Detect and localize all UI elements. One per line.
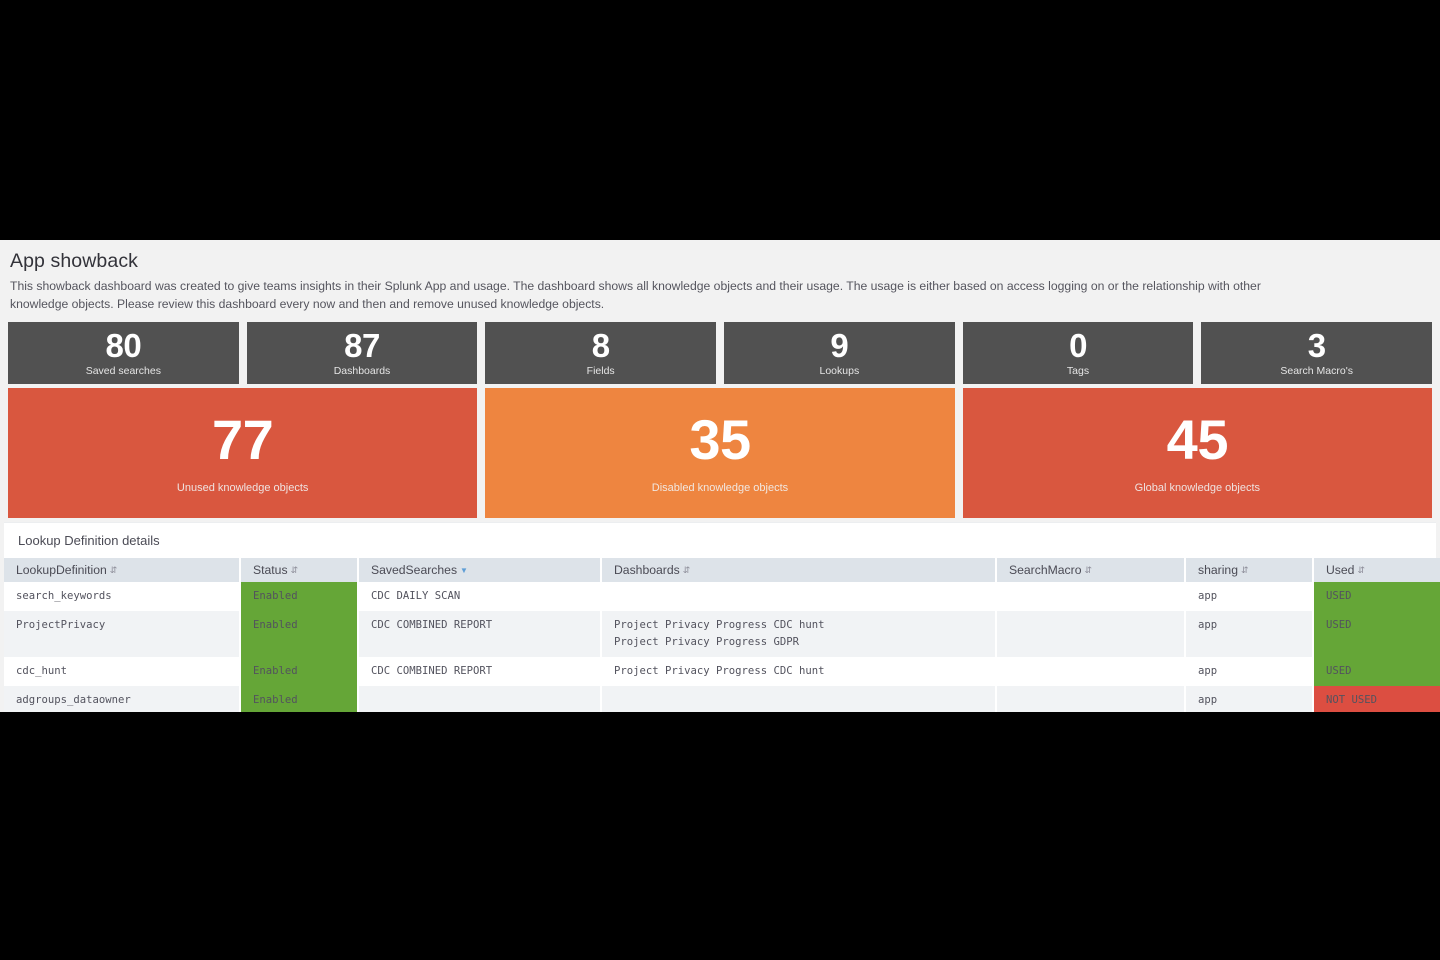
cell-searchmacro (996, 611, 1186, 657)
column-label: SavedSearches (371, 563, 458, 577)
counter-label: Tags (1066, 365, 1090, 377)
cell-searchmacro (996, 686, 1186, 712)
counter-value: 0 (1069, 327, 1087, 364)
column-label: sharing (1198, 563, 1238, 577)
cell-searchmacro (996, 657, 1186, 686)
counter-panel-tags[interactable]: 0 Tags (962, 322, 1194, 384)
counter-label: Fields (586, 365, 615, 377)
counter-panel-dashboards[interactable]: 87 Dashboards (246, 322, 478, 384)
sort-both-icon[interactable]: ⇵ (1240, 565, 1249, 575)
cell-lookupdefinition: cdc_hunt (4, 657, 241, 686)
column-label: SearchMacro (1009, 563, 1082, 577)
cell-status: Enabled (240, 686, 359, 712)
highlight-panel-global-knowledge-objects[interactable]: 45 Global knowledge objects (962, 388, 1432, 518)
cell-sharing: app (1185, 611, 1314, 657)
column-header-used[interactable]: Used ⇵ (1313, 558, 1440, 582)
column-header-status[interactable]: Status ⇵ (240, 558, 359, 582)
panel-title: Lookup Definition details (18, 533, 160, 548)
counter-panel-saved-searches[interactable]: 80 Saved searches (8, 322, 239, 384)
column-header-sharing[interactable]: sharing ⇵ (1185, 558, 1314, 582)
splunk-dashboard: App showback This showback dashboard was… (0, 240, 1440, 712)
counter-value: 80 (105, 327, 142, 364)
column-header-lookupdefinition[interactable]: LookupDefinition ⇵ (4, 558, 241, 582)
cell-lookupdefinition: adgroups_dataowner (4, 686, 241, 712)
counter-panel-row: 80 Saved searches 87 Dashboards 8 Fields… (0, 322, 1440, 384)
page-title: App showback (10, 250, 139, 272)
cell-sharing: app (1185, 657, 1314, 686)
counter-value: 9 (830, 327, 849, 364)
table-header-row: LookupDefinition ⇵ Status ⇵ SavedSearches ▼… (4, 558, 1440, 582)
lookup-definition-table: LookupDefinition ⇵ Status ⇵ SavedSearches ▼… (4, 558, 1440, 712)
sort-both-icon[interactable]: ⇵ (1357, 565, 1365, 575)
cell-lookupdefinition: ProjectPrivacy (4, 611, 241, 657)
cell-used: USED (1313, 611, 1440, 657)
cell-savedsearches: CDC COMBINED REPORT (358, 657, 602, 686)
cell-status: Enabled (240, 657, 359, 686)
cell-sharing: app (1185, 686, 1314, 712)
cell-used: USED (1313, 582, 1440, 611)
column-header-dashboards[interactable]: Dashboards ⇵ (601, 558, 997, 582)
column-label: Dashboards (614, 563, 680, 577)
column-label: Used (1326, 563, 1355, 577)
highlight-label: Global knowledge objects (1134, 482, 1260, 494)
table-row[interactable]: adgroups_dataowner Enabled app NOT USED (4, 686, 1440, 712)
counter-value: 87 (344, 327, 380, 364)
cell-used: NOT USED (1313, 686, 1440, 712)
sort-descending-icon[interactable]: ▼ (460, 566, 468, 575)
highlight-label: Unused knowledge objects (176, 482, 309, 494)
cell-searchmacro (996, 582, 1186, 611)
counter-label: Dashboards (333, 365, 391, 377)
cell-dashboards (601, 686, 997, 712)
cell-savedsearches: CDC DAILY SCAN (358, 582, 602, 611)
table-row[interactable]: ProjectPrivacy Enabled CDC COMBINED REPO… (4, 611, 1440, 657)
cell-status: Enabled (240, 611, 359, 657)
column-header-savedsearches[interactable]: SavedSearches ▼ (358, 558, 602, 582)
sort-both-icon[interactable]: ⇵ (682, 565, 691, 575)
cell-used: USED (1313, 657, 1440, 686)
cell-dashboards: Project Privacy Progress CDC hunt Projec… (601, 611, 997, 657)
highlight-panel-unused-knowledge-objects[interactable]: 77 Unused knowledge objects (8, 388, 478, 518)
counter-label: Saved searches (85, 365, 161, 377)
counter-label: Search Macro's (1280, 365, 1353, 377)
sort-both-icon[interactable]: ⇵ (109, 565, 118, 575)
highlight-label: Disabled knowledge objects (651, 482, 789, 494)
cell-sharing: app (1185, 582, 1314, 611)
cell-lookupdefinition: search_keywords (4, 582, 241, 611)
highlight-value: 77 (212, 408, 274, 471)
counter-panel-fields[interactable]: 8 Fields (485, 322, 717, 384)
counter-value: 8 (591, 327, 610, 364)
table-row[interactable]: search_keywords Enabled CDC DAILY SCAN a… (4, 582, 1440, 611)
lookup-definition-details-panel: Lookup Definition details LookupDefiniti… (4, 522, 1440, 712)
counter-panel-search-macros[interactable]: 3 Search Macro's (1201, 322, 1433, 384)
cell-savedsearches (358, 686, 602, 712)
cell-dashboards (601, 582, 997, 611)
highlight-panel-row: 77 Unused knowledge objects 35 Disabled … (0, 388, 1440, 518)
cell-dashboards: Project Privacy Progress CDC hunt (601, 657, 997, 686)
column-label: LookupDefinition (16, 563, 107, 577)
cell-status: Enabled (240, 582, 359, 611)
table-row[interactable]: cdc_hunt Enabled CDC COMBINED REPORT Pro… (4, 657, 1440, 686)
counter-label: Lookups (819, 365, 860, 377)
sort-both-icon[interactable]: ⇵ (290, 565, 299, 575)
dashboard-header: App showback This showback dashboard was… (0, 240, 1440, 313)
counter-value: 3 (1307, 327, 1326, 364)
column-label: Status (253, 563, 288, 577)
dashboard-description: This showback dashboard was created to g… (10, 279, 1261, 311)
highlight-panel-disabled-knowledge-objects[interactable]: 35 Disabled knowledge objects (485, 388, 955, 518)
sort-both-icon[interactable]: ⇵ (1084, 565, 1093, 575)
counter-panel-lookups[interactable]: 9 Lookups (724, 322, 955, 384)
cell-savedsearches: CDC COMBINED REPORT (358, 611, 602, 657)
highlight-value: 45 (1166, 408, 1229, 471)
column-header-searchmacro[interactable]: SearchMacro ⇵ (996, 558, 1186, 582)
highlight-value: 35 (689, 408, 751, 471)
